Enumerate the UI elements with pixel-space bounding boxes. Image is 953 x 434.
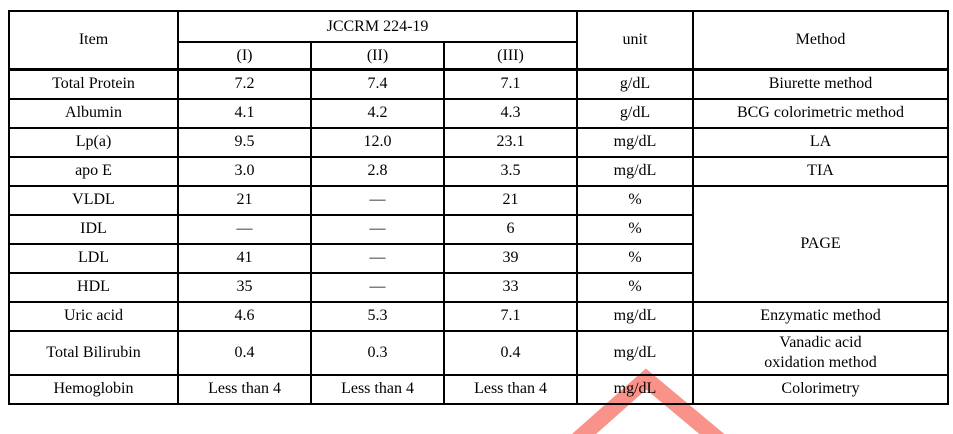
header-method: Method xyxy=(692,10,949,71)
header-sub-1: (I) xyxy=(177,41,312,71)
value-cell: — xyxy=(310,271,445,303)
table-row: Total Bilirubin 0.4 0.3 0.4 mg/dL Vanadi… xyxy=(8,329,949,376)
value-cell: 33 xyxy=(443,271,578,303)
method-cell: Vanadic acid oxidation method xyxy=(692,329,949,376)
table-row: VLDL 21 — 21 % PAGE xyxy=(8,184,949,303)
value-cell: 39 xyxy=(443,242,578,274)
method-cell: BCG colorimetric method xyxy=(692,97,949,129)
method-cell: LA xyxy=(692,126,949,158)
item-cell: VLDL xyxy=(8,184,179,216)
value-cell: 23.1 xyxy=(443,126,578,158)
method-cell: Biurette method xyxy=(692,68,949,100)
value-cell: 12.0 xyxy=(310,126,445,158)
unit-cell: g/dL xyxy=(576,68,694,100)
item-cell: Total Bilirubin xyxy=(8,329,179,376)
unit-cell: g/dL xyxy=(576,97,694,129)
method-cell: Enzymatic method xyxy=(692,300,949,332)
value-cell: 35 xyxy=(177,271,312,303)
method-cell: TIA xyxy=(692,155,949,187)
item-cell: Hemoglobin xyxy=(8,373,179,405)
value-cell: 7.4 xyxy=(310,68,445,100)
table-row: IDL — — 6 % xyxy=(8,213,948,245)
method-cell-page-merged: PAGE xyxy=(692,184,949,303)
value-cell: 0.3 xyxy=(310,329,445,376)
table-row: LDL 41 — 39 % xyxy=(8,242,948,274)
table-row: HDL 35 — 33 % xyxy=(8,271,948,303)
item-cell: LDL xyxy=(8,242,179,274)
unit-cell: mg/dL xyxy=(576,126,694,158)
value-cell: 0.4 xyxy=(443,329,578,376)
table-row: Uric acid 4.6 5.3 7.1 mg/dL Enzymatic me… xyxy=(8,300,949,332)
header-row-group: Item JCCRM 224-19 unit Method xyxy=(8,10,949,71)
unit-cell: mg/dL xyxy=(576,329,694,376)
value-cell: 2.8 xyxy=(310,155,445,187)
value-cell: 41 xyxy=(177,242,312,274)
unit-cell: mg/dL xyxy=(576,155,694,187)
header-unit: unit xyxy=(576,10,694,71)
table-row: Hemoglobin Less than 4 Less than 4 Less … xyxy=(8,373,949,405)
value-cell: 5.3 xyxy=(310,300,445,332)
table-row: Total Protein 7.2 7.4 7.1 g/dL Biurette … xyxy=(8,68,949,100)
value-cell: 7.1 xyxy=(443,300,578,332)
item-cell: Uric acid xyxy=(8,300,179,332)
value-cell: 4.1 xyxy=(177,97,312,129)
unit-cell: % xyxy=(576,184,694,216)
value-cell: 4.2 xyxy=(310,97,445,129)
value-cell: 9.5 xyxy=(177,126,312,158)
table-row: Albumin 4.1 4.2 4.3 g/dL BCG colorimetri… xyxy=(8,97,949,129)
value-cell: 21 xyxy=(443,184,578,216)
value-cell: 7.2 xyxy=(177,68,312,100)
table-header: Item JCCRM 224-19 unit Method (I) (II) (… xyxy=(8,10,949,71)
value-cell: 4.3 xyxy=(443,97,578,129)
table-row: apo E 3.0 2.8 3.5 mg/dL TIA xyxy=(8,155,949,187)
value-cell: 3.0 xyxy=(177,155,312,187)
value-cell: Less than 4 xyxy=(443,373,578,405)
value-cell: 21 xyxy=(177,184,312,216)
item-cell: Albumin xyxy=(8,97,179,129)
header-sub-2: (II) xyxy=(310,41,445,71)
value-cell: Less than 4 xyxy=(310,373,445,405)
unit-cell: mg/dL xyxy=(576,300,694,332)
item-cell: IDL xyxy=(8,213,179,245)
header-jccrm-group: JCCRM 224-19 xyxy=(177,10,578,43)
item-cell: HDL xyxy=(8,271,179,303)
value-cell: Less than 4 xyxy=(177,373,312,405)
value-cell: — xyxy=(310,213,445,245)
unit-cell: % xyxy=(576,213,694,245)
header-item: Item xyxy=(8,10,179,71)
unit-cell: % xyxy=(576,271,694,303)
header-sub-3: (III) xyxy=(443,41,578,71)
value-cell: 4.6 xyxy=(177,300,312,332)
table-row: Lp(a) 9.5 12.0 23.1 mg/dL LA xyxy=(8,126,949,158)
item-cell: apo E xyxy=(8,155,179,187)
item-cell: Total Protein xyxy=(8,68,179,100)
item-cell: Lp(a) xyxy=(8,126,179,158)
value-cell: — xyxy=(310,242,445,274)
value-cell: — xyxy=(310,184,445,216)
value-cell: — xyxy=(177,213,312,245)
method-cell: Colorimetry xyxy=(692,373,949,405)
value-cell: 6 xyxy=(443,213,578,245)
header-row-sub: (I) (II) (III) xyxy=(9,41,948,71)
value-cell: 0.4 xyxy=(177,329,312,376)
reference-material-table: Item JCCRM 224-19 unit Method (I) (II) (… xyxy=(8,10,949,405)
value-cell: 7.1 xyxy=(443,68,578,100)
unit-cell: % xyxy=(576,242,694,274)
table-body: Total Protein 7.2 7.4 7.1 g/dL Biurette … xyxy=(8,68,949,405)
unit-cell: mg/dL xyxy=(576,373,694,405)
value-cell: 3.5 xyxy=(443,155,578,187)
